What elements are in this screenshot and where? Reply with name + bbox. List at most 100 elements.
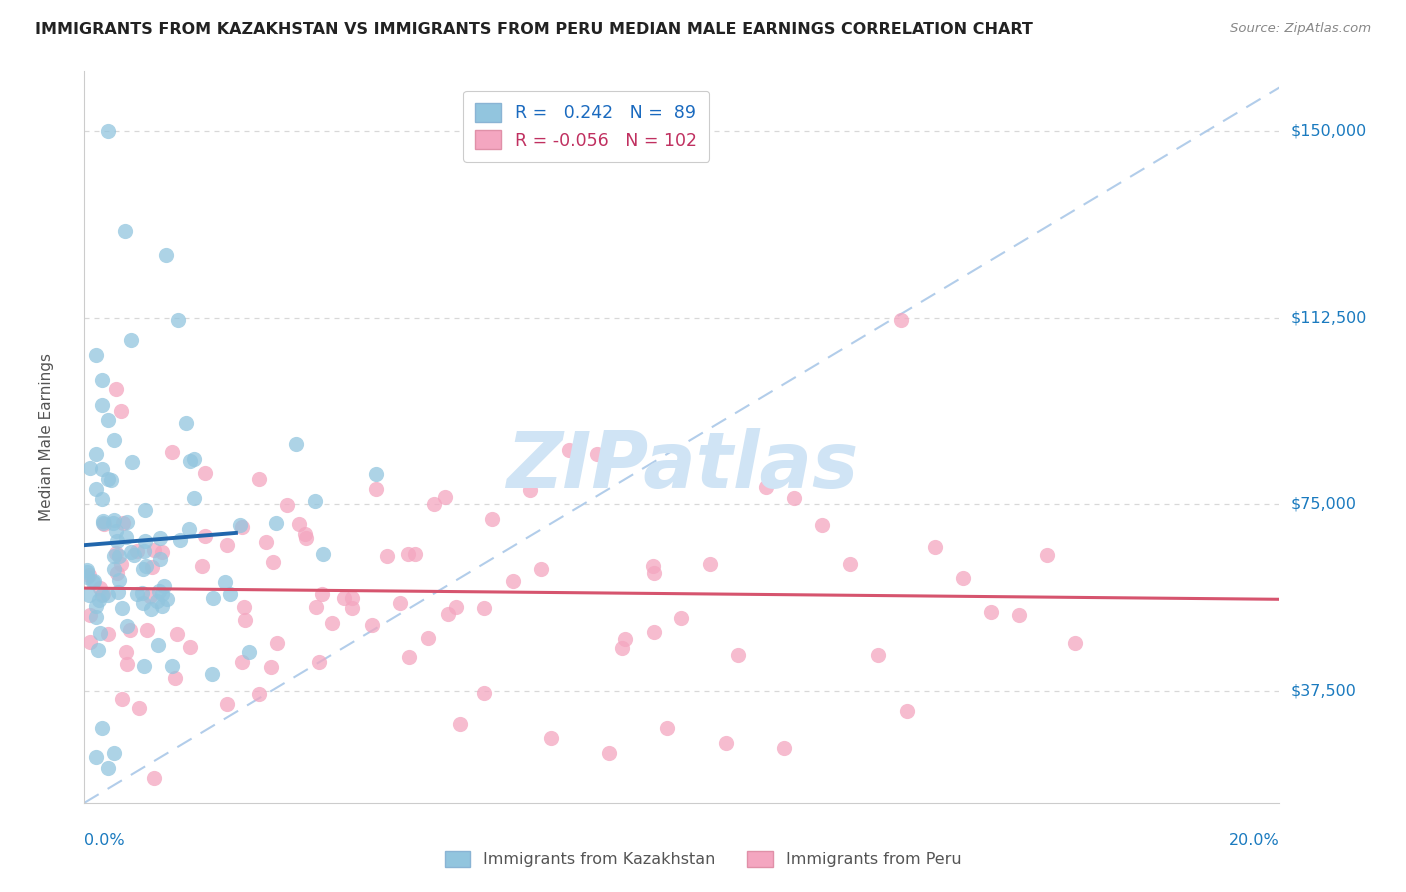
Point	[97, 124, 120, 138]
Point	[434, 491, 457, 505]
Point	[89, 581, 111, 595]
Point	[610, 640, 633, 655]
Point	[97, 761, 120, 775]
Point	[215, 697, 238, 711]
Point	[201, 666, 224, 681]
Point	[924, 540, 946, 554]
Point	[219, 587, 242, 601]
Point	[332, 591, 354, 605]
Point	[127, 544, 149, 558]
Point	[128, 701, 150, 715]
Point	[97, 412, 120, 426]
Point	[103, 562, 125, 576]
Point	[481, 512, 503, 526]
Point	[108, 549, 131, 563]
Point	[201, 591, 224, 605]
Point	[375, 549, 398, 563]
Point	[474, 686, 496, 700]
Point	[103, 433, 125, 447]
Point	[238, 644, 260, 658]
Legend: R =   0.242   N =  89, R = -0.056   N = 102: R = 0.242 N = 89, R = -0.056 N = 102	[463, 91, 710, 161]
Point	[91, 586, 114, 600]
Point	[839, 557, 862, 571]
Point	[160, 444, 183, 458]
Point	[231, 520, 253, 534]
Point	[558, 443, 581, 458]
Point	[643, 566, 665, 581]
Point	[120, 333, 142, 347]
Point	[183, 491, 205, 505]
Point	[90, 588, 112, 602]
Point	[121, 455, 143, 469]
Point	[308, 655, 330, 669]
Point	[101, 516, 124, 531]
Point	[79, 635, 101, 649]
Point	[114, 530, 136, 544]
Point	[105, 533, 128, 548]
Point	[90, 373, 112, 387]
Text: $112,500: $112,500	[1291, 310, 1367, 326]
Point	[437, 607, 460, 622]
Point	[247, 472, 270, 486]
Point	[811, 517, 834, 532]
Point	[108, 573, 131, 587]
Point	[404, 547, 426, 561]
Point	[120, 545, 142, 559]
Point	[104, 524, 127, 539]
Point	[342, 591, 364, 606]
Point	[174, 416, 197, 430]
Point	[97, 472, 120, 486]
Point	[105, 566, 128, 580]
Point	[115, 619, 138, 633]
Point	[868, 648, 890, 663]
Point	[105, 546, 128, 560]
Point	[107, 585, 129, 599]
Point	[276, 498, 298, 512]
Point	[125, 587, 148, 601]
Point	[530, 562, 553, 576]
Point	[288, 516, 311, 531]
Point	[84, 448, 107, 462]
Point	[84, 599, 107, 614]
Point	[783, 491, 806, 505]
Point	[229, 518, 252, 533]
Point	[896, 704, 918, 718]
Point	[141, 560, 163, 574]
Point	[233, 613, 256, 627]
Point	[755, 480, 778, 494]
Text: $37,500: $37,500	[1291, 683, 1357, 698]
Point	[502, 574, 524, 589]
Text: 0.0%: 0.0%	[84, 833, 125, 848]
Point	[155, 248, 177, 262]
Point	[150, 545, 173, 559]
Point	[643, 558, 665, 573]
Point	[76, 563, 98, 577]
Point	[214, 575, 236, 590]
Point	[91, 516, 114, 530]
Point	[146, 638, 169, 652]
Point	[169, 533, 191, 547]
Point	[183, 452, 205, 467]
Point	[194, 529, 217, 543]
Point	[122, 548, 145, 562]
Point	[162, 659, 184, 673]
Text: $150,000: $150,000	[1291, 124, 1367, 138]
Point	[285, 437, 308, 451]
Point	[90, 492, 112, 507]
Point	[90, 721, 112, 735]
Point	[643, 625, 665, 640]
Point	[150, 587, 173, 601]
Point	[598, 746, 620, 760]
Point	[115, 645, 138, 659]
Point	[1036, 549, 1059, 563]
Point	[103, 549, 125, 563]
Point	[82, 574, 104, 589]
Point	[449, 717, 471, 731]
Point	[111, 691, 134, 706]
Point	[97, 589, 120, 603]
Point	[132, 596, 155, 610]
Point	[388, 596, 411, 610]
Point	[714, 736, 737, 750]
Point	[423, 497, 446, 511]
Point	[77, 588, 100, 602]
